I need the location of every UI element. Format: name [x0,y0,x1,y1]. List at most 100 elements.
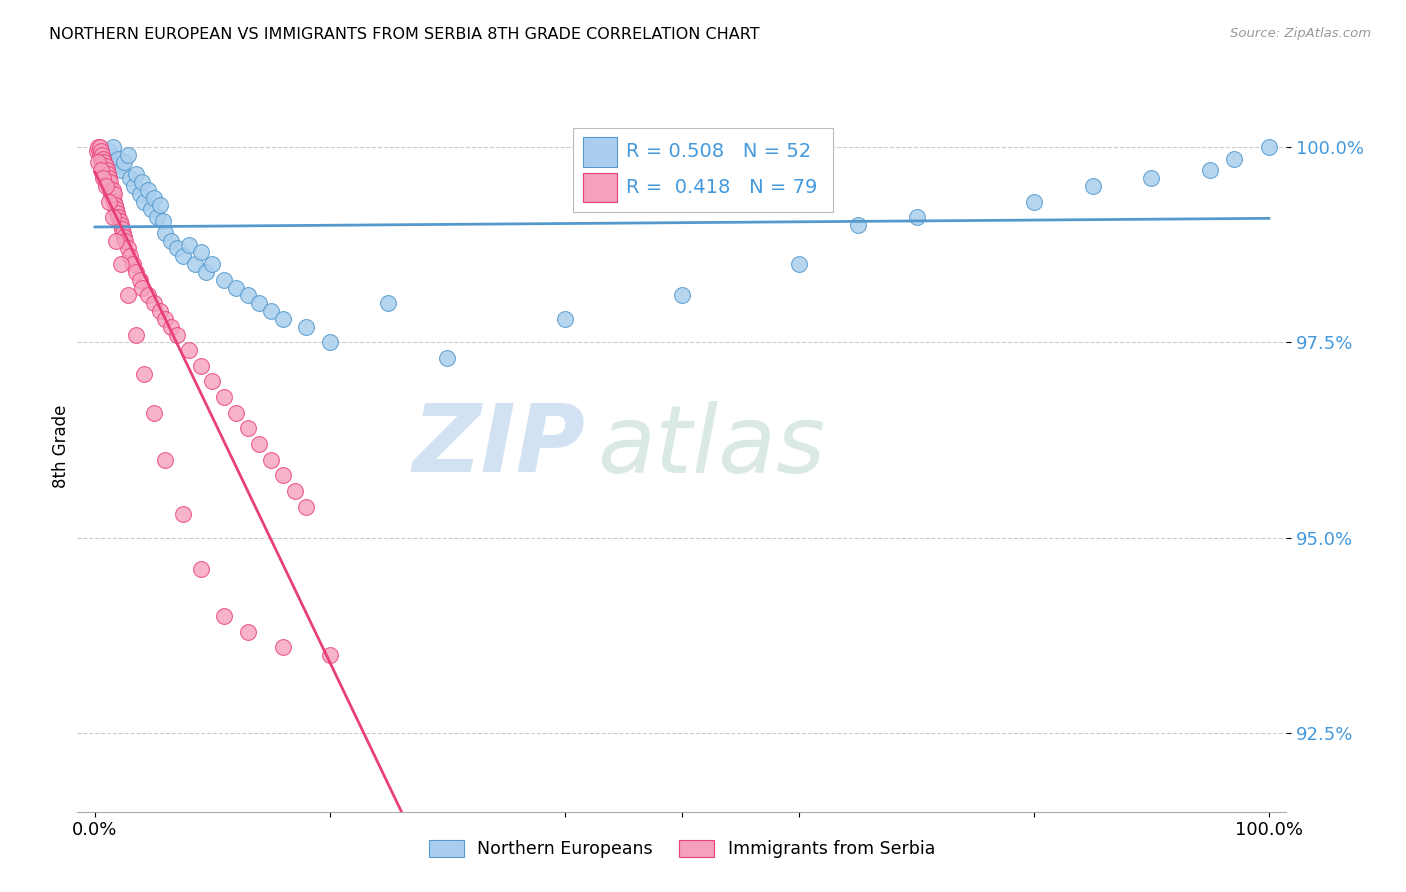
Point [91,159,114,173]
Point [98,175,121,189]
Point [91,155,114,169]
Point [101,183,124,197]
Point [98,178,121,193]
Point [117,288,139,302]
Point [87,140,110,154]
Point [125,327,148,342]
Point [177,237,200,252]
Point [105,159,128,173]
FancyBboxPatch shape [582,137,617,167]
Point [128,273,150,287]
Point [105,234,128,248]
Text: R =  0.418   N = 79: R = 0.418 N = 79 [626,178,818,197]
Point [90,144,112,158]
Y-axis label: 8th Grade: 8th Grade [52,404,70,488]
Point [141,202,163,217]
Point [93,147,115,161]
Point [90,152,112,166]
Point [108,214,131,228]
Point [260,452,283,467]
Point [283,483,305,498]
Point [1140,171,1163,186]
Point [155,452,177,467]
Point [236,421,259,435]
Point [212,609,235,624]
Point [101,140,124,154]
Point [117,147,139,161]
Point [96,155,118,169]
Point [114,234,136,248]
Point [134,367,156,381]
Point [112,155,135,169]
Point [107,210,129,224]
Point [190,245,212,260]
Point [121,257,143,271]
Point [160,234,183,248]
Point [93,163,115,178]
Point [247,437,270,451]
Point [91,152,114,166]
Point [89,140,111,154]
Point [201,257,224,271]
Point [136,288,159,302]
Point [377,296,399,310]
Point [846,218,869,232]
FancyBboxPatch shape [582,173,617,202]
Point [190,562,212,576]
Point [101,191,124,205]
Point [107,152,129,166]
Point [134,194,156,209]
Point [97,167,120,181]
Point [271,311,294,326]
Point [136,183,159,197]
Legend: Northern Europeans, Immigrants from Serbia: Northern Europeans, Immigrants from Serb… [422,832,942,865]
Point [271,468,294,483]
Point [131,175,153,189]
Point [87,155,110,169]
Point [236,624,259,639]
Point [90,152,112,166]
Point [166,327,188,342]
Point [554,311,576,326]
Point [89,147,111,161]
Point [142,296,165,310]
Point [160,319,183,334]
Text: Source: ZipAtlas.com: Source: ZipAtlas.com [1230,27,1371,40]
Point [787,257,810,271]
Point [212,390,235,404]
Point [152,214,174,228]
Point [104,198,127,212]
Point [98,171,121,186]
Point [1199,163,1222,178]
Point [105,202,128,217]
Point [236,288,259,302]
Point [1081,178,1104,193]
Point [117,242,139,256]
Point [155,226,177,240]
Point [93,155,115,169]
Text: atlas: atlas [598,401,825,491]
Point [166,242,188,256]
Point [94,159,117,173]
Point [112,229,135,244]
Point [142,406,165,420]
Point [172,508,194,522]
Point [110,218,132,232]
Point [101,210,124,224]
Point [128,186,150,201]
Text: ZIP: ZIP [412,400,585,492]
Point [148,304,170,318]
Point [142,191,165,205]
Point [212,273,235,287]
Point [1022,194,1045,209]
Point [91,147,114,161]
Point [86,144,108,158]
Point [271,640,294,655]
Point [225,406,247,420]
Point [120,249,142,263]
Point [103,186,125,201]
Point [247,296,270,310]
Point [172,249,194,263]
Point [319,648,342,663]
Point [905,210,928,224]
